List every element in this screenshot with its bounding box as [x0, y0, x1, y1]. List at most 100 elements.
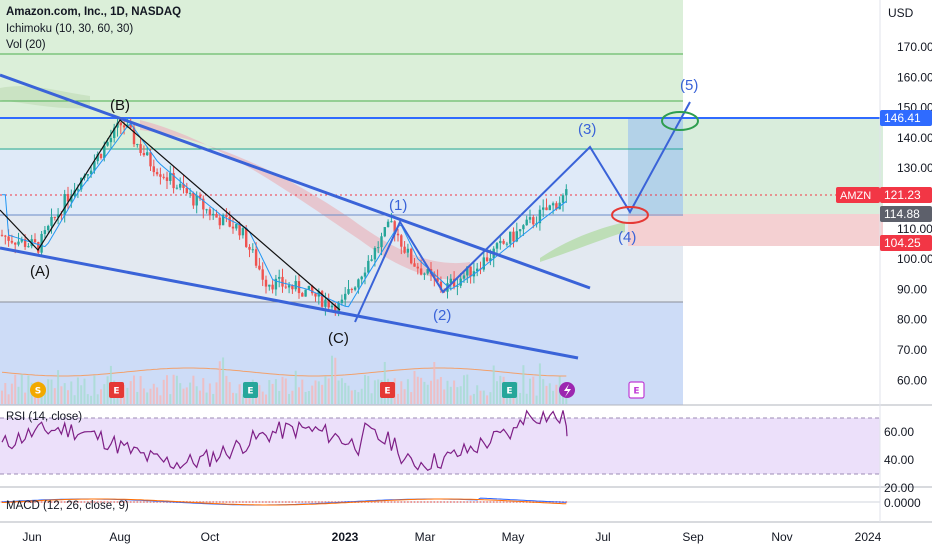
candle-body [360, 276, 363, 280]
macd-hist-bar [159, 501, 162, 503]
wave-label-3: (3) [578, 121, 596, 138]
price-tick: 90.00 [897, 282, 927, 296]
volume-bar [426, 384, 429, 404]
candle-body [80, 177, 83, 190]
candle-body [452, 278, 456, 287]
macd-hist-bar [212, 501, 214, 503]
macd-hist-bar [463, 501, 465, 503]
candle-body [93, 161, 96, 171]
rsi-band [0, 418, 880, 474]
candle-body [538, 209, 542, 224]
volume-bar [57, 370, 60, 404]
candle-body [489, 258, 492, 262]
macd-hist-bar [100, 501, 102, 503]
candle-body [320, 291, 324, 307]
candle-body [449, 278, 452, 284]
price-zones [0, 0, 883, 405]
cloud-red [140, 120, 470, 280]
candle-body [192, 192, 195, 206]
time-tick: Jun [22, 530, 41, 544]
volume-bar [288, 393, 291, 404]
volume-bar [284, 378, 287, 404]
price-axis[interactable]: 170.00160.00150.00140.00130.00120.00110.… [897, 40, 932, 387]
candle-body [122, 125, 126, 128]
volume-bar [4, 383, 7, 404]
volume-bar [327, 378, 330, 404]
candle-body [548, 205, 551, 211]
candle-body [383, 227, 386, 237]
wave-label-b: (B) [110, 97, 130, 114]
macd-hist-bar [483, 501, 485, 503]
volume-bar [410, 392, 413, 404]
macd-legend[interactable]: MACD (12, 26, close, 9) [6, 500, 129, 512]
tag-146-bg [880, 110, 932, 126]
candle-body [172, 172, 175, 189]
volume-bar [397, 393, 399, 404]
volume-bar [344, 382, 347, 404]
volume-bar [420, 377, 423, 404]
ichimoku-legend[interactable]: Ichimoku (10, 30, 60, 30) [6, 23, 134, 35]
wave-label-2: (2) [433, 307, 451, 324]
volume-bar [453, 380, 456, 404]
candle-body [502, 240, 505, 244]
time-tick: Jul [595, 530, 610, 544]
macd-hist-bar [24, 501, 26, 503]
wave-label-1: (1) [389, 197, 407, 214]
candle-body [281, 276, 284, 287]
candle-body [545, 207, 548, 211]
volume-bar [228, 382, 231, 404]
volume-bar [496, 381, 498, 404]
volume-bar [331, 355, 333, 404]
macd-hist-bar [367, 501, 370, 503]
volume-bar [360, 388, 363, 404]
candle-body [301, 293, 304, 297]
volume-bar [179, 383, 182, 404]
candle-body [373, 247, 377, 260]
volume-bar [106, 376, 109, 404]
candle-body [410, 248, 413, 264]
candle-body [89, 170, 93, 175]
macd-hist-bar [321, 501, 323, 503]
macd-hist-bar [225, 501, 228, 503]
volume-bar [403, 389, 406, 404]
earnings-marker-1 [109, 382, 124, 398]
candle-body [337, 302, 340, 313]
candle-body [555, 203, 558, 210]
candle-body [261, 269, 264, 280]
candle-body [96, 153, 99, 162]
candle-body [509, 231, 512, 244]
event-markers[interactable]: S E E E E E [30, 381, 645, 399]
macd-hist-bar [60, 501, 63, 503]
volume-bar [73, 395, 76, 404]
volume-bar [542, 379, 545, 404]
volume-bar [466, 374, 469, 404]
volume-bar [136, 391, 139, 404]
volume-legend[interactable]: Vol (20) [6, 39, 46, 51]
candle-body [235, 223, 238, 229]
time-axis[interactable]: Jun Aug Oct 2023 Mar May Jul Sep Nov 2024 [22, 530, 881, 544]
price-tick: 60.00 [897, 373, 927, 387]
macd-hist-bar [426, 501, 429, 503]
macd-hist-bar [83, 501, 86, 503]
candle-body [169, 172, 172, 181]
volume-bar [482, 390, 485, 404]
earnings-marker-2 [243, 382, 258, 398]
rsi-legend[interactable]: RSI (14, close) [6, 411, 83, 423]
macd-hist-bar [400, 501, 403, 503]
candle-body [73, 190, 76, 196]
macd-hist-bar [90, 501, 92, 503]
volume-bar [1, 390, 3, 404]
candle-body [182, 183, 185, 188]
macd-hist-bar [87, 501, 89, 503]
candle-body [512, 231, 515, 242]
volume-bar [218, 361, 221, 404]
macd-hist-bar [496, 501, 498, 503]
symbol-legend[interactable]: Amazon.com, Inc., 1D, NASDAQ [6, 6, 181, 18]
candle-body [152, 166, 155, 173]
macd-hist-bar [278, 501, 280, 503]
amzn-tag: AMZN [840, 190, 871, 202]
candle-body [423, 273, 426, 275]
candle-body [70, 195, 73, 202]
volume-bar [321, 384, 324, 404]
